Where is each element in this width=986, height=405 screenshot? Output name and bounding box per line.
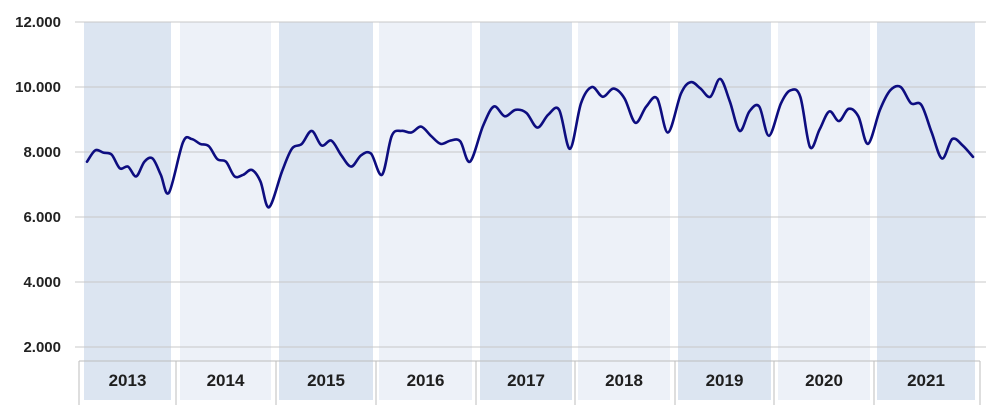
y-tick-label: 10.000 [15, 79, 61, 96]
gridlines [75, 21, 986, 348]
y-axis: 2.000 4.000 6.000 8.000 10.000 12.000 [15, 14, 61, 356]
year-band-2019 [678, 22, 771, 400]
x-tick-label-2019: 2019 [706, 371, 744, 390]
y-tick-label: 6.000 [23, 209, 61, 226]
x-tick-label-2016: 2016 [407, 371, 445, 390]
series-layer [85, 77, 975, 209]
x-tick-label-2015: 2015 [307, 371, 345, 390]
x-tick-label-2013: 2013 [109, 371, 147, 390]
x-tick-label-2020: 2020 [805, 371, 843, 390]
year-band-2015 [279, 22, 373, 400]
x-axis: 2013 2014 2015 2016 2017 2018 2019 2020 2021 [78, 360, 981, 405]
year-band-2013 [84, 22, 171, 400]
year-band-2020 [778, 22, 870, 400]
y-tick-label: 4.000 [23, 274, 61, 291]
y-tick-label: 8.000 [23, 144, 61, 161]
x-tick-label-2017: 2017 [507, 371, 545, 390]
y-tick-label: 12.000 [15, 14, 61, 31]
x-tick-label-2018: 2018 [605, 371, 643, 390]
year-band-2021 [877, 22, 975, 400]
year-band-2014 [180, 22, 271, 400]
series-line [85, 77, 975, 209]
y-tick-label: 2.000 [23, 339, 61, 356]
x-tick-label-2014: 2014 [207, 371, 245, 390]
x-tick-label-2021: 2021 [907, 371, 945, 390]
year-band-2017 [480, 22, 572, 400]
year-band-2016 [379, 22, 472, 400]
year-bands [84, 22, 975, 400]
year-band-2018 [578, 22, 670, 400]
